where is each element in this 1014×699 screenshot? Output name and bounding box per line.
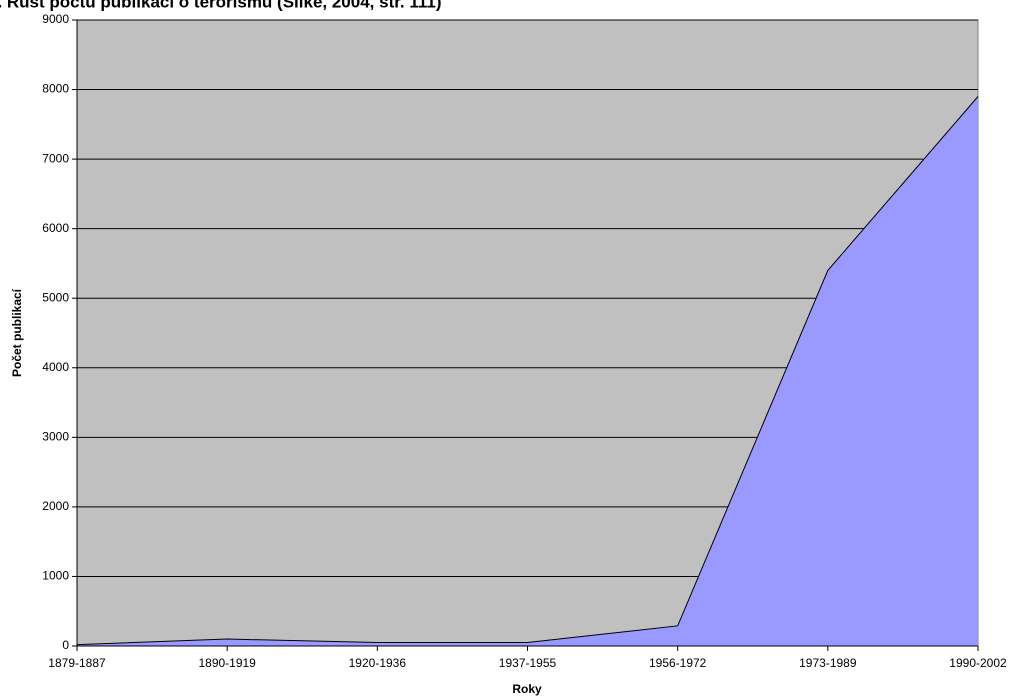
- x-tick-label: 1890-1919: [198, 656, 256, 670]
- y-tick-label: 4000: [42, 360, 69, 374]
- x-tick-label: 1973-1989: [799, 656, 857, 670]
- y-tick-label: 0: [62, 638, 69, 652]
- y-tick-label: 7000: [42, 151, 69, 165]
- y-tick-label: 2000: [42, 499, 69, 513]
- y-tick-label: 8000: [42, 82, 69, 96]
- y-axis-label: Počet publikací: [10, 288, 24, 377]
- chart-title: 9. Růst počtu publikací o terorismu (Sil…: [0, 0, 442, 11]
- x-tick-label: 1879-1887: [48, 656, 106, 670]
- y-tick-label: 9000: [42, 12, 69, 26]
- x-tick-label: 1920-1936: [349, 656, 407, 670]
- y-tick-label: 5000: [42, 290, 69, 304]
- x-axis-label: Roky: [512, 682, 542, 696]
- x-tick-label: 1990-2002: [949, 656, 1007, 670]
- area: [77, 96, 978, 646]
- x-tick-label: 1956-1972: [649, 656, 707, 670]
- area-line: [76, 96, 979, 646]
- y-tick-label: 1000: [42, 569, 69, 583]
- y-tick-label: 3000: [42, 430, 69, 444]
- x-tick-label: 1937-1955: [499, 656, 557, 670]
- y-tick-label: 6000: [42, 221, 69, 235]
